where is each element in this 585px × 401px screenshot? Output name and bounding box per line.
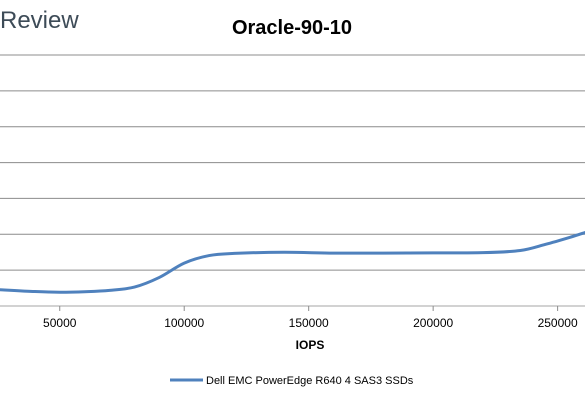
chart-title: Oracle-90-10 bbox=[232, 17, 352, 39]
x-tick-label: 200000 bbox=[413, 316, 453, 330]
gridlines bbox=[0, 54, 585, 307]
x-tick-labels: 50000 100000 150000 200000 250000 bbox=[43, 306, 578, 330]
x-tick-label: 50000 bbox=[43, 316, 77, 330]
series-line-0 bbox=[0, 231, 585, 294]
x-tick-label: 100000 bbox=[164, 316, 204, 330]
brand-logo: Review bbox=[0, 7, 79, 34]
x-tick-label: 150000 bbox=[289, 316, 329, 330]
x-tick-label: 250000 bbox=[538, 316, 578, 330]
series-group bbox=[0, 231, 585, 294]
legend-entry: Dell EMC PowerEdge R640 4 SAS3 SSDs bbox=[206, 375, 414, 387]
x-axis-label: IOPS bbox=[296, 338, 325, 352]
legend: Dell EMC PowerEdge R640 4 SAS3 SSDs bbox=[170, 375, 414, 387]
